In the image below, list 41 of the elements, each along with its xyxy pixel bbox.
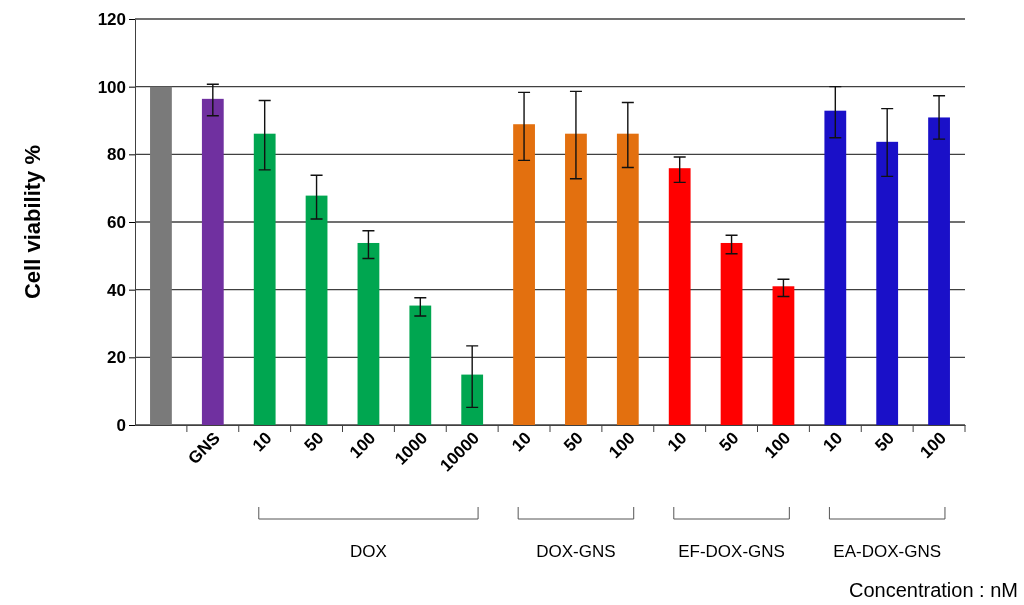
x-tick-label: 10 [663, 428, 691, 456]
y-tick-label: 80 [107, 145, 126, 165]
bar [150, 86, 172, 425]
x-tick-label: 10 [819, 428, 847, 456]
bar [772, 286, 795, 425]
x-tick-label: 10 [508, 428, 536, 456]
x-tick-label: 100 [916, 428, 951, 463]
bar [668, 168, 691, 425]
y-tick-label: 0 [116, 415, 126, 435]
bar [876, 141, 899, 425]
bar [720, 242, 743, 425]
x-tick-label: 50 [560, 428, 587, 456]
y-axis-title: Cell viability % [20, 144, 45, 300]
bar [201, 98, 224, 425]
bar [409, 305, 432, 425]
text: EA-DOX-GNS [833, 542, 942, 561]
y-tick-label: 20 [107, 348, 126, 368]
y-tick-label: 40 [107, 280, 126, 300]
text: DOX [350, 542, 387, 561]
text: Concentration : nM [849, 579, 1018, 601]
y-tick-label: 60 [107, 212, 126, 232]
text: DOX-GNS [536, 542, 616, 561]
bar [513, 124, 535, 425]
bar [253, 133, 276, 425]
bar [305, 195, 328, 425]
bar [565, 133, 587, 425]
x-tick-label: 50 [715, 428, 743, 456]
x-tick-label: 100 [345, 428, 380, 463]
y-tick-label: 120 [97, 9, 126, 29]
bar [616, 133, 639, 425]
text: EF-DOX-GNS [678, 542, 785, 561]
x-tick-label: 10 [248, 428, 276, 456]
y-tick-label: 100 [97, 77, 126, 97]
bar [824, 110, 847, 425]
bar [461, 374, 484, 425]
bar [357, 242, 380, 425]
bar [928, 117, 950, 425]
x-tick-label: 50 [871, 428, 899, 456]
x-tick-label: 100 [760, 428, 795, 463]
x-tick-label: 50 [300, 428, 328, 456]
x-tick-label: 100 [605, 428, 639, 463]
